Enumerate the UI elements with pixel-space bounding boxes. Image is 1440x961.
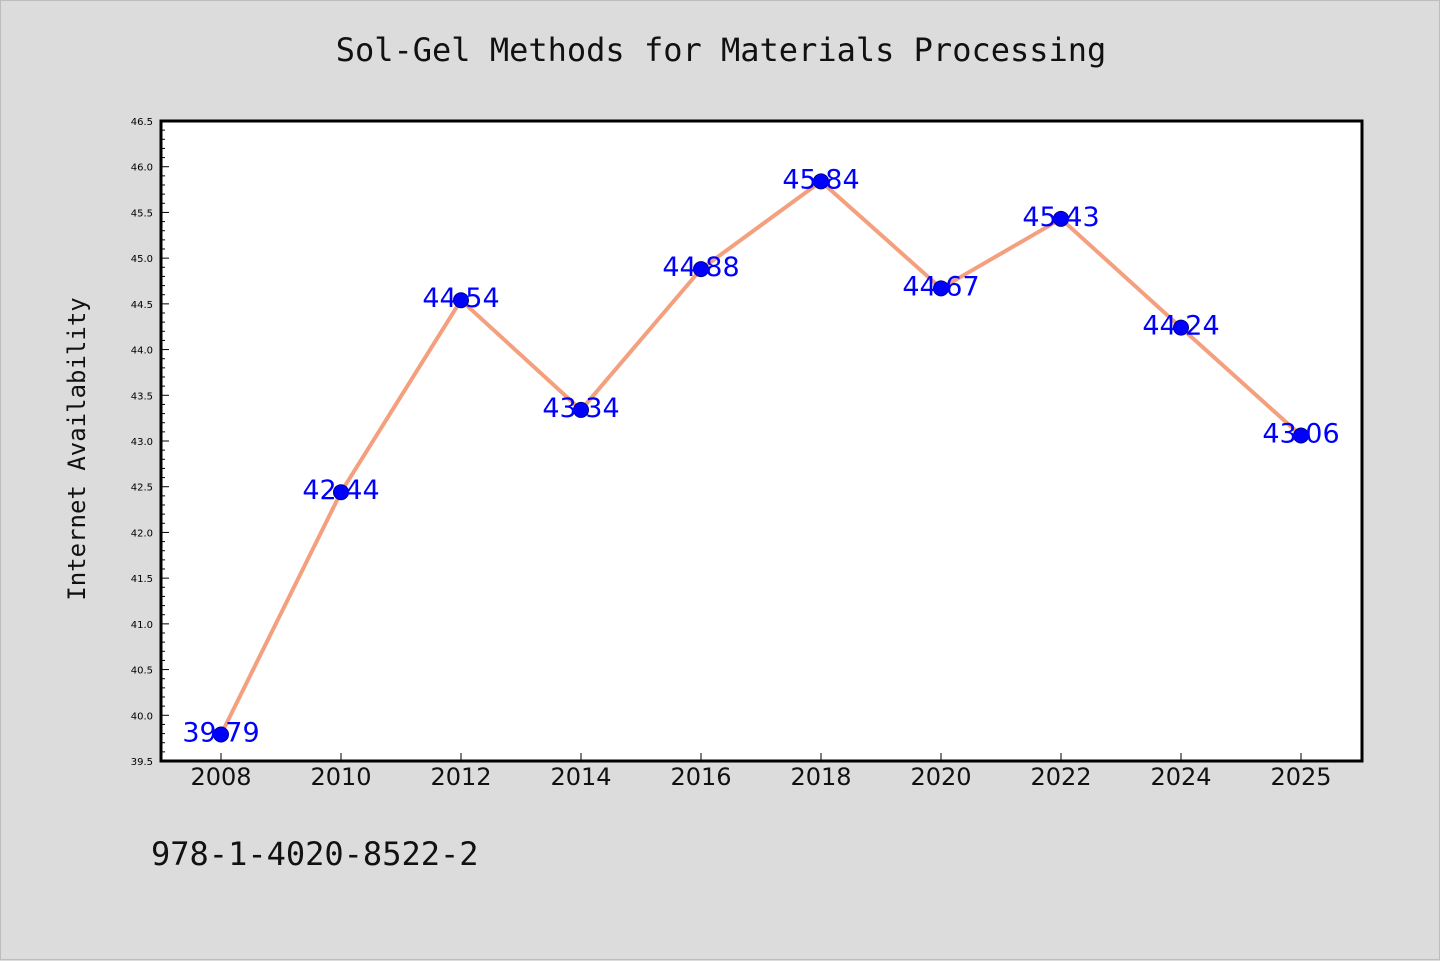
y-tick-label: 40.0 [131,711,153,722]
data-label: 42.44 [302,475,379,506]
data-label: 39.79 [182,717,259,748]
y-tick-label: 41.0 [131,620,153,631]
data-point [573,401,589,418]
data-point [1293,427,1309,444]
y-tick-label: 45.5 [131,208,153,219]
x-tick-label: 2018 [790,763,851,791]
data-label: 43.34 [542,393,619,424]
y-tick-label: 41.5 [131,574,153,585]
chart-title: Sol-Gel Methods for Materials Processing [335,31,1107,69]
y-tick-label: 42.0 [131,528,153,539]
y-tick-label: 42.5 [131,483,153,494]
data-label: 45.84 [782,164,859,195]
y-tick-label: 45.0 [131,254,153,265]
data-label: 44.24 [1142,311,1219,342]
plot-frame [159,119,1364,763]
y-tick-label: 43.5 [131,391,153,402]
data-point [213,726,229,743]
data-point [333,484,349,501]
x-tick-label: 2010 [310,763,371,791]
data-point [1053,210,1069,227]
x-tick-label: 2014 [550,763,611,791]
x-tick-label: 2022 [1030,763,1091,791]
x-tick-label: 2024 [1150,763,1211,791]
y-axis-label: Internet Availability [63,297,91,601]
x-tick-label: 2012 [430,763,491,791]
footer-code: 978-1-4020-8522-2 [151,835,479,873]
x-tick-label: 2020 [910,763,971,791]
data-point [933,280,949,297]
x-tick-label: 2016 [670,763,731,791]
data-label: 44.67 [902,271,979,302]
y-tick-label: 40.5 [131,666,153,677]
x-tick-label: 2025 [1270,763,1331,791]
y-tick-label: 39.5 [131,757,153,768]
y-tick-label: 44.5 [131,300,153,311]
data-label: 44.54 [422,283,499,314]
data-label: 45.43 [1022,202,1099,233]
data-point [453,292,469,309]
data-point [813,173,829,190]
data-point [1173,319,1189,336]
data-label: 44.88 [662,252,739,283]
y-tick-label: 46.0 [131,163,153,174]
series-line [219,179,1303,737]
data-point [693,261,709,278]
y-tick-label: 44.0 [131,346,153,357]
y-tick-label: 46.5 [131,117,153,128]
plot-area [161,121,1362,761]
x-tick-label: 2008 [190,763,251,791]
y-tick-label: 43.0 [131,437,153,448]
data-label: 43.06 [1262,419,1339,450]
